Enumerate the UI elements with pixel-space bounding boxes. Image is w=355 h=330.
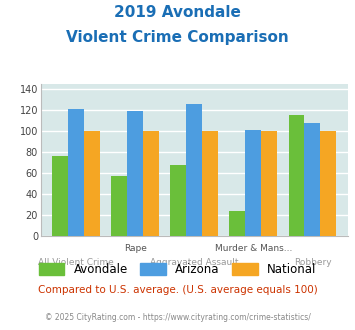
- Bar: [321, 131, 337, 236]
- Text: © 2025 CityRating.com - https://www.cityrating.com/crime-statistics/: © 2025 CityRating.com - https://www.city…: [45, 314, 310, 322]
- Bar: [170, 165, 186, 236]
- Bar: [289, 115, 305, 236]
- Bar: [127, 111, 143, 236]
- Bar: [68, 109, 84, 236]
- Text: Aggravated Assault: Aggravated Assault: [150, 258, 239, 267]
- Bar: [84, 131, 100, 236]
- Legend: Avondale, Arizona, National: Avondale, Arizona, National: [34, 258, 321, 281]
- Bar: [143, 131, 159, 236]
- Bar: [261, 131, 277, 236]
- Bar: [111, 176, 127, 236]
- Bar: [305, 123, 321, 236]
- Text: Rape: Rape: [124, 244, 147, 253]
- Text: Compared to U.S. average. (U.S. average equals 100): Compared to U.S. average. (U.S. average …: [38, 285, 317, 295]
- Bar: [186, 104, 202, 236]
- Bar: [52, 156, 68, 236]
- Bar: [245, 130, 261, 236]
- Text: Murder & Mans...: Murder & Mans...: [215, 244, 292, 253]
- Text: Robbery: Robbery: [294, 258, 331, 267]
- Bar: [229, 211, 245, 236]
- Text: Violent Crime Comparison: Violent Crime Comparison: [66, 30, 289, 45]
- Text: All Violent Crime: All Violent Crime: [38, 258, 114, 267]
- Bar: [202, 131, 218, 236]
- Text: 2019 Avondale: 2019 Avondale: [114, 5, 241, 20]
